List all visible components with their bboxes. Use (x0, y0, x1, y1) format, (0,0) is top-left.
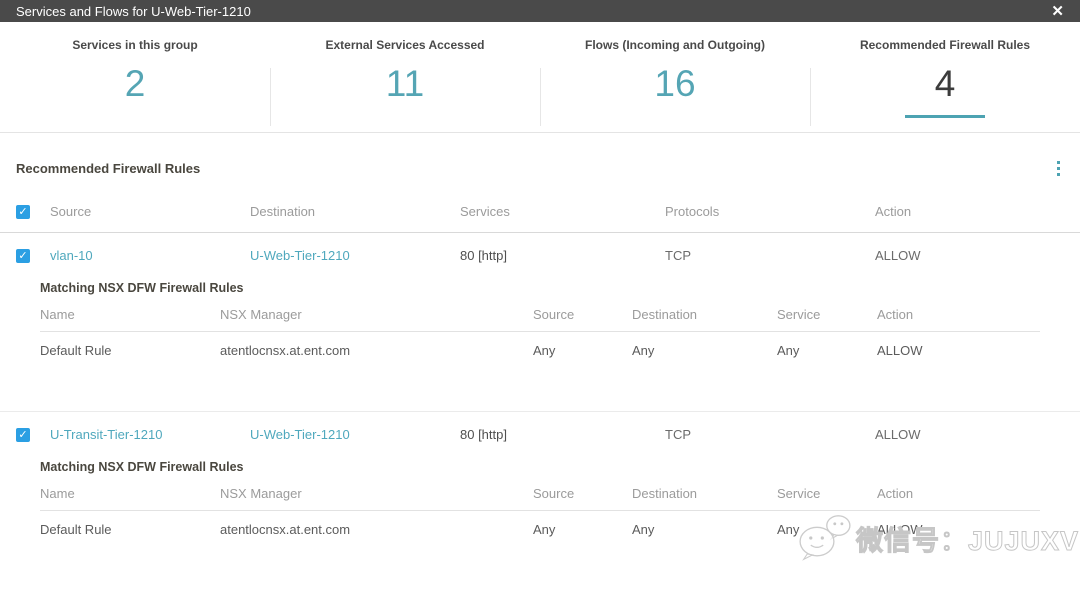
subcolumn-action: Action (877, 307, 914, 322)
dialog-title: Services and Flows for U-Web-Tier-1210 (16, 3, 251, 19)
table-row: ✓ U-Transit-Tier-1210 U-Web-Tier-1210 80… (0, 412, 1080, 448)
subcolumn-destination: Destination (632, 307, 698, 322)
nsx-dfw-subtable: Matching NSX DFW Firewall Rules Name NSX… (40, 281, 1040, 369)
action-value: ALLOW (875, 427, 921, 442)
subtable-row: Default Rule atentlocnsx.at.ent.com Any … (40, 332, 1040, 369)
subtable-header-row: Name NSX Manager Source Destination Serv… (40, 486, 1040, 511)
section-header: Recommended Firewall Rules (0, 133, 1080, 180)
subcolumn-name: Name (40, 486, 75, 501)
close-icon[interactable]: ✕ (1051, 2, 1064, 20)
firewall-rules-header-row: ✓ Source Destination Services Protocols … (0, 204, 1080, 233)
column-header-protocols: Protocols (665, 204, 720, 219)
firewall-rule-block: ✓ U-Transit-Tier-1210 U-Web-Tier-1210 80… (0, 412, 1080, 548)
tab-count: 2 (124, 63, 146, 104)
nsx-dfw-subtable: Matching NSX DFW Firewall Rules Name NSX… (40, 460, 1040, 548)
tab-label: Services in this group (72, 38, 198, 52)
source-value: Any (533, 343, 556, 358)
column-header-source: Source (50, 204, 92, 219)
column-header-action: Action (875, 204, 912, 219)
subtable-header-row: Name NSX Manager Source Destination Serv… (40, 307, 1040, 332)
nsx-manager-value: atentlocnsx.at.ent.com (220, 522, 351, 537)
tab-external-services[interactable]: External Services Accessed 11 (270, 38, 540, 126)
block-divider (0, 411, 1080, 412)
select-all-checkbox[interactable]: ✓ (16, 204, 30, 219)
subcolumn-action: Action (877, 486, 914, 501)
source-link[interactable]: vlan-10 (50, 248, 93, 263)
destination-link[interactable]: U-Web-Tier-1210 (250, 427, 350, 442)
services-value: 80 [http] (460, 427, 507, 442)
active-tab-underline (905, 115, 985, 118)
column-header-destination: Destination (250, 204, 316, 219)
tab-label: External Services Accessed (325, 38, 485, 52)
protocols-value: TCP (665, 427, 691, 442)
nsx-manager-value: atentlocnsx.at.ent.com (220, 343, 351, 358)
dialog-titlebar: Services and Flows for U-Web-Tier-1210 ✕ (0, 0, 1080, 22)
summary-tabs: Services in this group 2 External Servic… (0, 22, 1080, 133)
protocols-value: TCP (665, 248, 691, 263)
subcolumn-source: Source (533, 307, 575, 322)
subcolumn-destination: Destination (632, 486, 698, 501)
tab-underline (635, 115, 715, 118)
services-value: 80 [http] (460, 248, 507, 263)
tab-count: 4 (934, 63, 956, 104)
kebab-menu-icon[interactable] (1053, 157, 1064, 180)
destination-value: Any (632, 343, 655, 358)
subcolumn-service: Service (777, 486, 821, 501)
row-checkbox[interactable]: ✓ (16, 427, 30, 442)
rule-name: Default Rule (40, 343, 112, 358)
section-title: Recommended Firewall Rules (16, 161, 201, 176)
action-value: ALLOW (877, 343, 923, 358)
tab-label: Recommended Firewall Rules (859, 38, 1031, 52)
destination-value: Any (632, 522, 655, 537)
subcolumn-name: Name (40, 307, 75, 322)
firewall-rule-block: ✓ vlan-10 U-Web-Tier-1210 80 [http] TCP … (0, 233, 1080, 369)
rule-name: Default Rule (40, 522, 112, 537)
destination-link[interactable]: U-Web-Tier-1210 (250, 248, 350, 263)
tab-flows[interactable]: Flows (Incoming and Outgoing) 16 (540, 38, 810, 126)
source-link[interactable]: U-Transit-Tier-1210 (50, 427, 163, 442)
table-row: ✓ vlan-10 U-Web-Tier-1210 80 [http] TCP … (0, 233, 1080, 269)
tab-label: Flows (Incoming and Outgoing) (585, 38, 765, 52)
action-value: ALLOW (877, 522, 923, 537)
subtable-title: Matching NSX DFW Firewall Rules (40, 281, 244, 295)
service-value: Any (777, 522, 800, 537)
subcolumn-nsx-manager: NSX Manager (220, 486, 302, 501)
subtable-row: Default Rule atentlocnsx.at.ent.com Any … (40, 511, 1040, 548)
action-value: ALLOW (875, 248, 921, 263)
subcolumn-source: Source (533, 486, 575, 501)
tab-count: 11 (385, 63, 425, 104)
source-value: Any (533, 522, 556, 537)
tab-underline (365, 115, 445, 118)
subcolumn-service: Service (777, 307, 821, 322)
subtable-title: Matching NSX DFW Firewall Rules (40, 460, 244, 474)
subcolumn-nsx-manager: NSX Manager (220, 307, 302, 322)
tab-recommended-firewall-rules[interactable]: Recommended Firewall Rules 4 (810, 38, 1080, 126)
tab-services-in-group[interactable]: Services in this group 2 (0, 38, 270, 118)
tab-count: 16 (654, 63, 696, 104)
column-header-services: Services (460, 204, 510, 219)
tab-underline (95, 115, 175, 118)
row-checkbox[interactable]: ✓ (16, 248, 30, 263)
service-value: Any (777, 343, 800, 358)
